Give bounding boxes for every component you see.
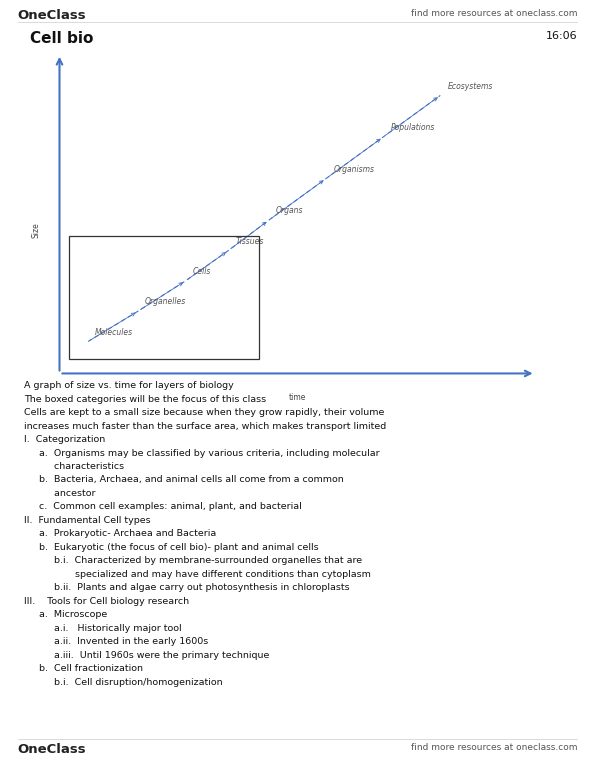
Text: OneClass: OneClass — [18, 743, 86, 756]
Text: Populations: Populations — [390, 123, 435, 132]
Text: c.  Common cell examples: animal, plant, and bacterial: c. Common cell examples: animal, plant, … — [24, 503, 302, 511]
Text: Tissues: Tissues — [236, 236, 264, 246]
Text: Size: Size — [31, 222, 40, 237]
Text: find more resources at oneclass.com: find more resources at oneclass.com — [411, 9, 577, 18]
Text: I.  Categorization: I. Categorization — [24, 435, 105, 444]
Text: b.  Cell fractionization: b. Cell fractionization — [24, 664, 143, 673]
Text: a.iii.  Until 1960s were the primary technique: a.iii. Until 1960s were the primary tech… — [24, 651, 269, 660]
Text: a.  Microscope: a. Microscope — [24, 610, 107, 619]
Text: Cells: Cells — [193, 267, 211, 276]
Text: b.  Eukaryotic (the focus of cell bio)- plant and animal cells: b. Eukaryotic (the focus of cell bio)- p… — [24, 543, 318, 552]
Text: Organs: Organs — [276, 206, 303, 216]
Text: OneClass: OneClass — [18, 9, 86, 22]
Text: b.i.  Cell disruption/homogenization: b.i. Cell disruption/homogenization — [24, 678, 223, 687]
Text: find more resources at oneclass.com: find more resources at oneclass.com — [411, 743, 577, 752]
Text: II.  Fundamental Cell types: II. Fundamental Cell types — [24, 516, 151, 525]
Text: 16:06: 16:06 — [546, 31, 577, 41]
Text: a.  Prokaryotic- Archaea and Bacteria: a. Prokaryotic- Archaea and Bacteria — [24, 530, 216, 538]
Text: III.    Tools for Cell biology research: III. Tools for Cell biology research — [24, 597, 189, 606]
Text: a.i.   Historically major tool: a.i. Historically major tool — [24, 624, 181, 633]
Text: b.ii.  Plants and algae carry out photosynthesis in chloroplasts: b.ii. Plants and algae carry out photosy… — [24, 584, 349, 592]
Text: a.  Organisms may be classified by various criteria, including molecular: a. Organisms may be classified by variou… — [24, 448, 380, 457]
Bar — [69, 236, 259, 359]
Text: a.ii.  Invented in the early 1600s: a.ii. Invented in the early 1600s — [24, 638, 208, 646]
Text: Cell bio: Cell bio — [30, 31, 93, 45]
Text: specialized and may have different conditions than cytoplasm: specialized and may have different condi… — [24, 570, 371, 579]
Text: The boxed categories will be the focus of this class: The boxed categories will be the focus o… — [24, 394, 266, 403]
Text: characteristics: characteristics — [24, 462, 124, 471]
Text: Molecules: Molecules — [95, 328, 133, 336]
Text: Organelles: Organelles — [145, 297, 186, 306]
Text: Ecosystems: Ecosystems — [447, 82, 493, 91]
Text: increases much faster than the surface area, which makes transport limited: increases much faster than the surface a… — [24, 422, 386, 430]
Text: ancestor: ancestor — [24, 489, 95, 498]
Text: b.  Bacteria, Archaea, and animal cells all come from a common: b. Bacteria, Archaea, and animal cells a… — [24, 476, 343, 484]
Text: time: time — [289, 393, 306, 402]
Text: Organisms: Organisms — [333, 165, 374, 174]
Text: Cells are kept to a small size because when they grow rapidly, their volume: Cells are kept to a small size because w… — [24, 408, 384, 417]
Text: b.i.  Characterized by membrane-surrounded organelles that are: b.i. Characterized by membrane-surrounde… — [24, 556, 362, 565]
Text: A graph of size vs. time for layers of biology: A graph of size vs. time for layers of b… — [24, 381, 234, 390]
